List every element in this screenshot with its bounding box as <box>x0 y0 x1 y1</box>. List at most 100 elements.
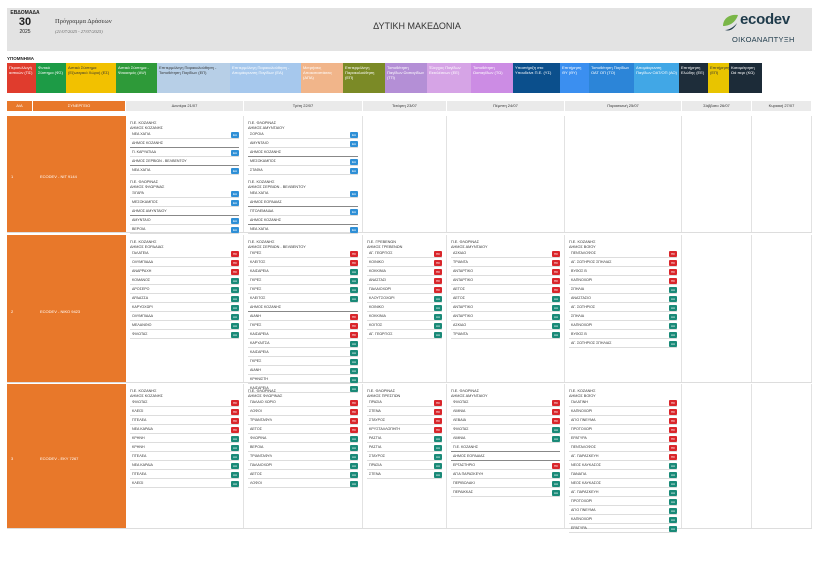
legend-item: Επιτερμόλεγη Παρακολούθηση - Τοποθέτηση … <box>157 63 230 93</box>
day-cell: Π.Ε. ΓΡΕΒΕΝΩΝ ΔΗΜΟΣ ΓΡΕΒΕΝΩΝ ΑΓ. ΓΕΩΡΓΙΟΣ Π… <box>363 235 447 382</box>
activity-code-badge: ΑΑ <box>669 498 677 505</box>
location-name: ΑΣΚΙΔΟ <box>453 251 467 255</box>
location-entry: ΟΛΥΜΠΙΑΔΑ ΠΣ <box>130 258 239 267</box>
legend-item: Τοποθέτηση Ωοπαγίδων (ΤΩ) <box>471 63 513 93</box>
location-entry: ΠΡΟΤΟΧΩΡΙ ΠΣ <box>569 425 677 434</box>
activity-code-badge: ΑΑ <box>231 331 239 338</box>
location-entry: ΒΥΘΟΣ Β ΠΣ <box>569 267 677 276</box>
location-name: ΒΕΡΟΙΑ <box>250 445 264 449</box>
activity-code-badge: ΑΑ <box>350 462 358 469</box>
location-name: ΜΕΣΟΚΑΜΠΟΣ <box>132 200 158 204</box>
location-name: ΠΑΛΑΙΟΧΩΡΙ <box>369 287 392 291</box>
location-entry: ΝΕΟΣ ΚΑΥΚΑΣΟΣ ΑΑ <box>569 479 677 488</box>
location-entry: ΠΑΛΑΙΟ ΧΩΡΙΟ ΠΣ <box>248 398 358 407</box>
location-entry: ΞΙΓΑΡΑ EA <box>130 189 239 198</box>
location-name: ΣΟΡΟΙΑ <box>250 132 264 136</box>
location-name: ΦΛΩΡΙΝΑ <box>250 436 267 440</box>
location-name: ΤΡΙΑΝΤΑ <box>453 332 468 336</box>
location-name: ΣΠΗΛΙΑ <box>571 287 585 291</box>
location-name: ΚΑΙΣΑΡΕΙΑ <box>250 386 269 390</box>
location-name: ΓΚΡΕΣ <box>250 278 262 282</box>
location-name: ΛΟΦΟΙ <box>250 409 262 413</box>
location-name: ΟΛΥΜΠΙΑΔΑ <box>132 260 154 264</box>
location-entry: ΡΑΣΤΙΑ ΑΑ <box>367 434 442 443</box>
activity-block: Π.Ε. ΦΛΩΡΙΝΑΣ ΔΗΜΟΣ ΦΛΩΡΙΝΑΣ ΞΙΓΑΡΑ EA ΜΕΣΟΚ… <box>130 180 239 234</box>
day-cell: Π.Ε. ΚΟΖΑΝΗΣ ΔΗΜΟΣ ΣΕΡΒΙΩΝ - ΒΕΛΒΕΝΤΟΥ ΓΚΡ… <box>244 235 363 393</box>
location-name: ΓΚΡΕΣ <box>250 287 262 291</box>
activity-code-badge: ΠΣ <box>434 426 442 433</box>
location-entry: ΝΕΟΣ ΚΑΥΚΑΣΟΣ ΑΑ <box>569 461 677 470</box>
activity-code-badge: ΠΣ <box>669 444 677 451</box>
column-header: Σάββατο 26/07 <box>682 101 752 111</box>
location-name: ΑΕΤΟΣ <box>250 472 262 476</box>
activity-block: Π.Ε. ΚΟΖΑΝΗΣ ΔΗΜΟΣ ΚΟΖΑΝΗΣ ΦΙΛΩΤΑΣ ΠΣ ΚΛΕΙΣΙ… <box>130 389 239 488</box>
location-name: ΚΡΗΝΗ <box>132 436 145 440</box>
location-entry: ΕΡΑΤΥΡΑ ΑΑ <box>569 524 677 533</box>
location-name: ΔΗΜΟΣ ΚΟΖΑΝΗΣ <box>132 141 164 145</box>
legend-item: Έλεγχος Παγίδων Εκτελέσεων (ΕΕ) <box>427 63 471 93</box>
location-entry: ΒΕΡΟΙΑ ΑΑ <box>248 443 358 452</box>
column-header: Πέμπτη 24/07 <box>447 101 565 111</box>
location-entry: ΕΡΑΤΥΡΑ ΠΣ <box>569 434 677 443</box>
day-cell: Π.Ε. ΦΛΩΡΙΝΑΣ ΔΗΜΟΣ ΑΜΥΝΤΑΙΟΥ ΣΟΡΟΙΑ EA ΑΜΥΝ… <box>244 116 363 234</box>
activity-code-badge: ΠΣ <box>434 250 442 257</box>
activity-code-badge: EA <box>231 167 239 174</box>
location-name: ΡΑΣΤΙΑ <box>369 445 382 449</box>
activity-code-badge: ΑΑ <box>669 313 677 320</box>
location-name: ΑΓ. ΣΩΤΗΡΙΟΣ ΣΠΗΛΙΑΣ <box>571 260 612 264</box>
activity-code-badge: ΠΣ <box>350 408 358 415</box>
schedule-title: Πρόγραμμα Δράσεων <box>55 18 112 25</box>
activity-code-badge: ΑΑ <box>552 489 560 496</box>
location-entry: ΠΤΕΛΕΑ ΑΑ <box>130 452 239 461</box>
team-cell: ECODEV - ΝΙΚΟ 9423 <box>33 235 126 382</box>
location-name: ΕΡΓΑΣΤΗΡΙΟ <box>453 463 476 467</box>
activity-code-badge: ΑΑ <box>231 462 239 469</box>
day-cell: Π.Ε. ΚΟΖΑΝΗΣ ΔΗΜΟΣ ΒΟΪΟΥ ΓΑΛΑΤΙΝΗ ΠΣ ΚΑΠΝΟΧΩ… <box>565 384 682 533</box>
legend-item: Τοποθέτηση Παγίδων ΟΑΤ ΟΠ (ΤΟ) <box>589 63 634 93</box>
location-entry: ΑΙΑΝΗ ΑΑ <box>248 366 358 375</box>
location-name: ΑΓ. ΓΕΩΡΓΙΟΣ <box>369 332 393 336</box>
activity-code-badge: ΑΑ <box>669 322 677 329</box>
location-name: ΚΑΙΣΑΡΕΙΑ <box>250 332 269 336</box>
location-name: ΝΕΟΣ ΚΑΥΚΑΣΟΣ <box>571 463 601 467</box>
location-name: ΚΛΕΙΤΟΣ <box>250 296 266 300</box>
activity-code-badge: ΠΣ <box>669 259 677 266</box>
location-name: ΡΑΣΤΙΑ <box>369 436 382 440</box>
location-name: ΠΤΟΛΕΜΑΙΔΑ <box>250 209 274 213</box>
location-name: ΜΕΛΑΝΘΙΟ <box>132 323 152 327</box>
activity-code-badge: ΠΣ <box>350 250 358 257</box>
location-entry: ΤΡΙΑΝΤΑ ΠΣ <box>451 258 560 267</box>
table-row: 3 ECODEV - ΕΚΥ 7267 Π.Ε. ΚΟΖΑΝΗΣ ΔΗΜΟΣ ΚΟΖΑ… <box>7 384 812 533</box>
location-name: ΑΕΤΟΣ <box>453 287 465 291</box>
location-entry: ΠΕΝΤΑΛΟΦΟΣ ΠΣ <box>569 249 677 258</box>
team-cell: ECODEV - ΕΚΥ 7267 <box>33 384 126 528</box>
location-entry: ΚΡΗΝΙΣΤΗ ΑΑ <box>248 375 358 384</box>
location-entry: ΚΑΠΝΟΧΩΡΙ ΠΣ <box>569 276 677 285</box>
location-name: ΔΗΜΟΣ ΣΕΡΒΙΩΝ - ΒΕΛΒΕΝΤΟΥ <box>132 159 187 163</box>
legend-item: Επιτήρηση (ΕΠ) <box>708 63 729 93</box>
day-cell <box>752 116 812 232</box>
location-entry: ΑΓ. ΣΩΤΗΡΙΟΣ ΣΠΗΛΙΑΣ ΑΑ <box>569 339 677 348</box>
table-row: 2 ECODEV - ΝΙΚΟ 9423 Π.Ε. ΚΟΖΑΝΗΣ ΔΗΜΟΣ ΕΟΡ… <box>7 235 812 393</box>
day-cell: Π.Ε. ΦΛΩΡΙΝΑΣ ΔΗΜΟΣ ΦΛΩΡΙΝΑΣ ΠΑΛΑΙΟ ΧΩΡΙΟ Π… <box>244 384 363 528</box>
regional-unit: Π.Ε. ΦΛΩΡΙΝΑΣ <box>451 240 480 244</box>
activity-code-badge: ΑΑ <box>552 322 560 329</box>
location-entry: ΣΤΕΝΑ ΠΣ <box>367 407 442 416</box>
location-name: ΚΑΙΣΑΡΕΙΑ <box>250 269 269 273</box>
day-cell <box>682 384 752 528</box>
location-entry: ΚΑΙΣΑΡΕΙΑ ΑΑ <box>248 348 358 357</box>
location-entry: ΛΙΜΝΙΑ ΑΑ <box>451 434 560 443</box>
location-entry: Π.Ε. ΚΟΖΑΝΗΣ <box>451 443 560 452</box>
location-name: ΝΕΑ ΧΑΓΙΑ <box>132 132 151 136</box>
location-name: ΑΝΑΡΡΑΧΗ <box>132 269 152 273</box>
activity-code-badge: ΠΣ <box>669 399 677 406</box>
activity-code-badge: ΠΣ <box>350 426 358 433</box>
day-cell <box>752 384 812 528</box>
row-number-cell: 3 <box>7 384 33 528</box>
location-entry: ΝΕΑ ΧΑΓΙΑ EA <box>130 166 239 175</box>
activity-code-badge: ΠΣ <box>350 399 358 406</box>
activity-code-badge: ΠΣ <box>350 417 358 424</box>
activity-code-badge: ΑΑ <box>669 507 677 514</box>
row-number-cell: 2 <box>7 235 33 382</box>
location-entry: ΕΡΓΑΣΤΗΡΙΟ ΠΣ <box>451 461 560 470</box>
